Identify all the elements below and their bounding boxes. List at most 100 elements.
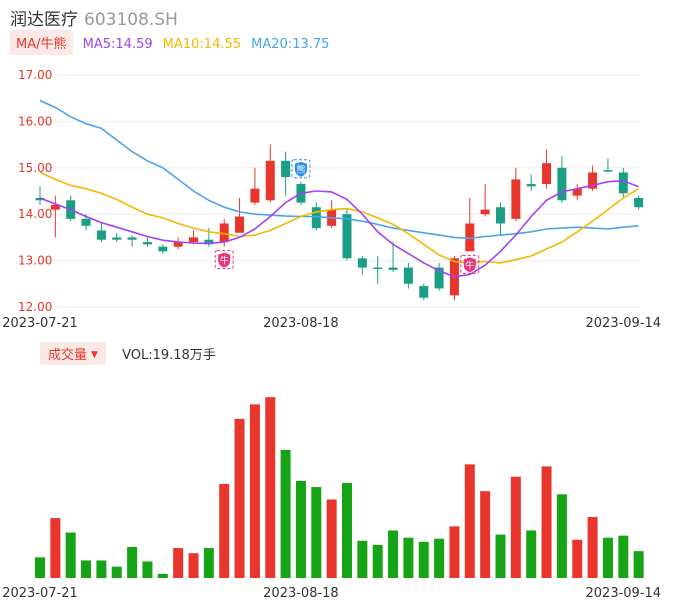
- badge-label: 牛: [220, 255, 229, 267]
- ma10-line: [39, 171, 640, 264]
- volume-bar: [65, 532, 76, 578]
- volume-bar: [50, 518, 61, 578]
- candle-body: [35, 197, 45, 201]
- ma-indicator-selector[interactable]: MA/牛熊: [10, 30, 73, 55]
- volume-bar: [618, 535, 629, 578]
- volume-bars: [35, 397, 644, 578]
- volume-bar: [403, 537, 414, 578]
- candle-body: [281, 160, 291, 178]
- bear-signal-badge: 熊: [291, 159, 311, 179]
- badge-label: 熊: [296, 164, 305, 176]
- ma5-legend: MA5:14.59: [82, 37, 153, 52]
- candle-body: [204, 239, 214, 245]
- ma20-line: [39, 99, 639, 240]
- candle-body: [357, 258, 367, 268]
- badge-label: 牛: [465, 259, 474, 271]
- x-tick-label: 2023-07-21: [2, 316, 78, 331]
- shield-icon: [294, 161, 307, 177]
- candle-body: [557, 167, 567, 201]
- candle-body: [419, 286, 429, 298]
- candle-body: [158, 246, 168, 252]
- volume-value: VOL:19.18万手: [122, 348, 216, 363]
- volume-bar: [602, 537, 613, 578]
- x-tick-label: 2023-08-18: [263, 316, 339, 331]
- candle-body: [542, 163, 552, 185]
- candle-body: [235, 216, 245, 233]
- stock-code: 603108.SH: [84, 10, 178, 30]
- volume-bar: [357, 540, 368, 578]
- candle-body: [219, 223, 229, 243]
- candle-body: [342, 214, 352, 259]
- ma20-legend: MA20:13.75: [251, 37, 330, 52]
- volume-bar: [311, 487, 322, 578]
- x-tick-label: 2023-07-21: [2, 586, 78, 601]
- candle-body: [373, 267, 383, 270]
- volume-bar: [388, 530, 399, 578]
- candle-body: [480, 209, 490, 215]
- volume-legend: 成交量 ▼ VOL:19.18万手: [40, 342, 216, 365]
- candle-body: [618, 172, 628, 194]
- candle-body: [112, 237, 122, 240]
- volume-bar: [449, 526, 460, 578]
- volume-bar: [495, 534, 506, 578]
- ma-legend: MA/牛熊 MA5:14.59 MA10:14.55 MA20:13.75: [10, 30, 330, 55]
- dropdown-caret-icon: ▼: [91, 350, 98, 360]
- candle-body: [511, 179, 521, 219]
- volume-bar: [249, 404, 260, 578]
- volume-bar: [96, 560, 107, 578]
- ma10-legend: MA10:14.55: [162, 37, 242, 52]
- price-grid: [40, 74, 640, 308]
- candle-body: [173, 242, 183, 247]
- candle-body: [142, 242, 152, 245]
- volume-bar: [526, 530, 537, 578]
- volume-bar: [203, 548, 214, 578]
- candle-body: [50, 204, 60, 210]
- volume-bar: [127, 547, 138, 578]
- volume-bar: [418, 541, 429, 578]
- volume-bar: [35, 557, 45, 578]
- volume-bar: [541, 466, 552, 578]
- volume-bar: [633, 551, 644, 578]
- candle-body: [265, 160, 275, 201]
- signal-badges: 牛 熊牛: [214, 159, 480, 274]
- volume-bar: [111, 566, 122, 578]
- bull-signal-badge: 牛: [214, 250, 234, 270]
- y-tick-label: 13.00: [18, 254, 52, 268]
- candle-body: [572, 188, 582, 196]
- volume-bar: [587, 517, 598, 578]
- volume-bar: [142, 561, 153, 578]
- volume-bar: [480, 491, 491, 578]
- candle-body: [311, 207, 321, 229]
- volume-x-axis: 2023-07-21 2023-08-18 2023-09-14: [2, 586, 661, 601]
- candle-body: [496, 207, 505, 224]
- volume-bar: [157, 573, 168, 578]
- y-tick-label: 17.00: [18, 68, 52, 82]
- candles: [35, 144, 644, 301]
- volume-bar: [265, 397, 276, 578]
- candle-body: [634, 197, 644, 208]
- x-tick-label: 2023-08-18: [263, 586, 339, 601]
- candle-body: [526, 184, 536, 187]
- stock-name: 润达医疗: [10, 10, 78, 30]
- candle-body: [403, 267, 413, 284]
- bull-signal-badge: 牛: [460, 254, 480, 274]
- volume-bar: [326, 499, 337, 578]
- volume-bar: [464, 464, 475, 578]
- candle-body: [465, 223, 475, 252]
- stock-title: 润达医疗 603108.SH: [10, 5, 178, 30]
- y-tick-label: 14.00: [18, 207, 52, 221]
- ma5-line: [39, 179, 639, 278]
- y-tick-label: 12.00: [18, 300, 52, 314]
- volume-indicator-selector[interactable]: 成交量 ▼: [40, 342, 106, 365]
- price-axis: 17.00 16.00 15.00 14.00 13.00 12.00: [18, 68, 52, 314]
- y-tick-label: 15.00: [18, 161, 52, 175]
- volume-bar: [280, 449, 291, 578]
- volume-bar: [556, 494, 567, 578]
- candle-body: [96, 230, 106, 240]
- badge-frame: [214, 250, 234, 270]
- badge-frame: [460, 254, 480, 274]
- candle-body: [388, 267, 398, 270]
- volume-bar: [572, 539, 583, 578]
- candle-body: [189, 237, 198, 243]
